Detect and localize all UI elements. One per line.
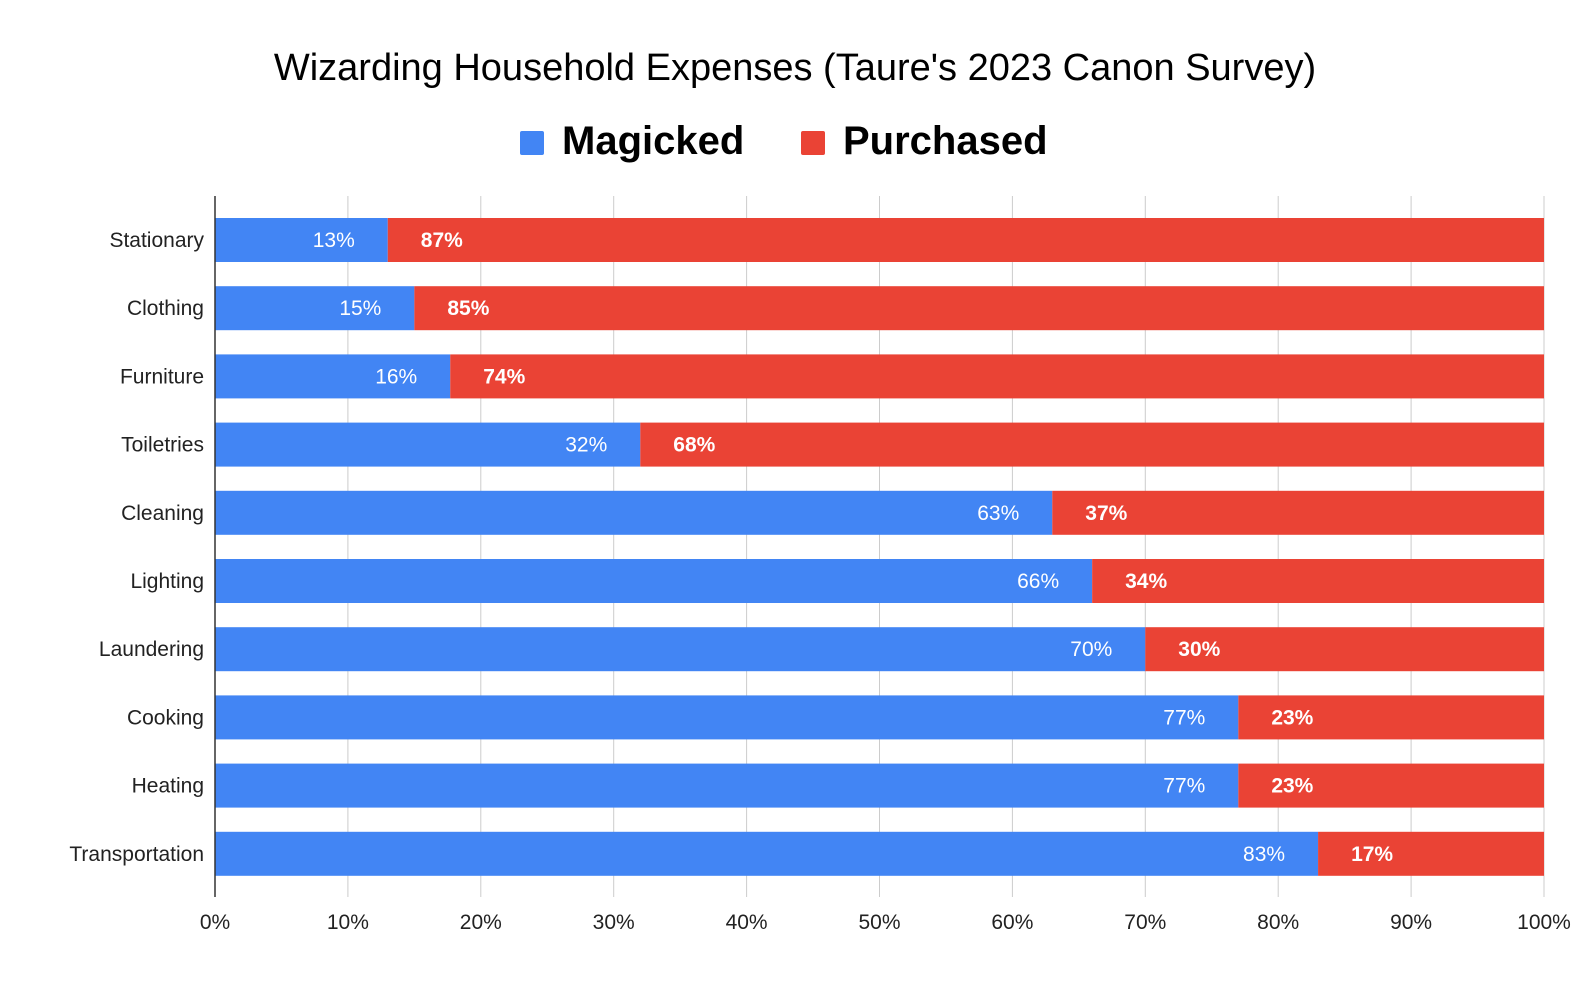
x-tick-label: 100% bbox=[1517, 911, 1571, 934]
data-label-magicked: 77% bbox=[1163, 706, 1205, 729]
bar-magicked bbox=[215, 422, 641, 467]
bar-purchased bbox=[1318, 831, 1544, 876]
data-label-purchased: 74% bbox=[483, 365, 525, 388]
category-label: Lighting bbox=[130, 570, 204, 593]
data-label-magicked: 63% bbox=[977, 502, 1019, 525]
data-label-purchased: 85% bbox=[447, 297, 489, 320]
bar-purchased bbox=[1092, 559, 1544, 603]
x-axis-ticks: 0% 10% 20% 30% 40% 50% 60% 70% 80% 90% 100% bbox=[200, 911, 1571, 934]
data-label-purchased: 23% bbox=[1271, 706, 1313, 729]
x-tick-label: 40% bbox=[726, 911, 768, 934]
x-tick-label: 50% bbox=[858, 911, 900, 934]
bar-magicked bbox=[215, 490, 1053, 535]
legend-swatch-purchased bbox=[801, 131, 825, 155]
x-tick-label: 0% bbox=[200, 911, 230, 934]
data-label-purchased: 87% bbox=[421, 229, 463, 252]
category-label: Cooking bbox=[127, 706, 204, 729]
data-label-magicked: 83% bbox=[1243, 843, 1285, 866]
x-tick-label: 10% bbox=[327, 911, 369, 934]
data-label-magicked: 13% bbox=[313, 229, 355, 252]
bar-purchased bbox=[387, 218, 1544, 262]
bar-purchased bbox=[1238, 763, 1544, 808]
category-label: Laundering bbox=[99, 638, 204, 661]
bar-magicked bbox=[215, 763, 1239, 808]
bar-purchased bbox=[640, 422, 1544, 467]
legend-label-magicked: Magicked bbox=[562, 119, 744, 163]
x-tick-label: 80% bbox=[1257, 911, 1299, 934]
category-label: Clothing bbox=[127, 297, 204, 320]
bar-purchased bbox=[414, 286, 1545, 331]
value-labels: 13% 87% 15% 85% 16% 74% 32% 68% 63% 37% 66% 34% 70% 3… bbox=[313, 229, 1394, 866]
bar-magicked bbox=[215, 286, 415, 331]
legend: Magicked Purchased bbox=[520, 119, 1048, 163]
x-tick-label: 90% bbox=[1390, 911, 1432, 934]
data-label-purchased: 17% bbox=[1351, 843, 1393, 866]
data-label-purchased: 37% bbox=[1085, 502, 1127, 525]
data-label-purchased: 23% bbox=[1271, 775, 1313, 798]
x-tick-label: 60% bbox=[991, 911, 1033, 934]
bar-magicked bbox=[215, 559, 1093, 603]
bar-purchased bbox=[1238, 695, 1544, 740]
category-label: Toiletries bbox=[121, 434, 204, 457]
x-tick-label: 20% bbox=[460, 911, 502, 934]
data-label-magicked: 70% bbox=[1070, 638, 1112, 661]
bar-magicked bbox=[215, 831, 1319, 876]
bar-magicked bbox=[215, 695, 1239, 740]
category-label: Transportation bbox=[69, 843, 204, 866]
category-labels: Stationary Clothing Furniture Toiletries Cle… bbox=[69, 229, 204, 866]
bar-magicked bbox=[215, 354, 451, 399]
data-label-purchased: 68% bbox=[673, 434, 715, 457]
bar-magicked bbox=[215, 218, 388, 262]
bar-magicked bbox=[215, 627, 1146, 672]
bar-purchased bbox=[450, 354, 1544, 399]
x-tick-label: 70% bbox=[1124, 911, 1166, 934]
data-label-magicked: 16% bbox=[375, 365, 417, 388]
data-label-purchased: 30% bbox=[1178, 638, 1220, 661]
data-label-magicked: 15% bbox=[339, 297, 381, 320]
x-tick-label: 30% bbox=[593, 911, 635, 934]
bar-purchased bbox=[1145, 627, 1544, 672]
legend-label-purchased: Purchased bbox=[843, 119, 1048, 163]
bar-purchased bbox=[1052, 490, 1544, 535]
bars bbox=[215, 218, 1545, 876]
data-label-magicked: 66% bbox=[1017, 570, 1059, 593]
category-label: Cleaning bbox=[121, 502, 204, 525]
data-label-magicked: 77% bbox=[1163, 775, 1205, 798]
data-label-purchased: 34% bbox=[1125, 570, 1167, 593]
chart-title: Wizarding Household Expenses (Taure's 20… bbox=[274, 47, 1316, 89]
category-label: Heating bbox=[132, 775, 204, 798]
category-label: Furniture bbox=[120, 365, 204, 388]
data-label-magicked: 32% bbox=[565, 434, 607, 457]
category-label: Stationary bbox=[109, 229, 204, 252]
legend-swatch-magicked bbox=[520, 131, 544, 155]
